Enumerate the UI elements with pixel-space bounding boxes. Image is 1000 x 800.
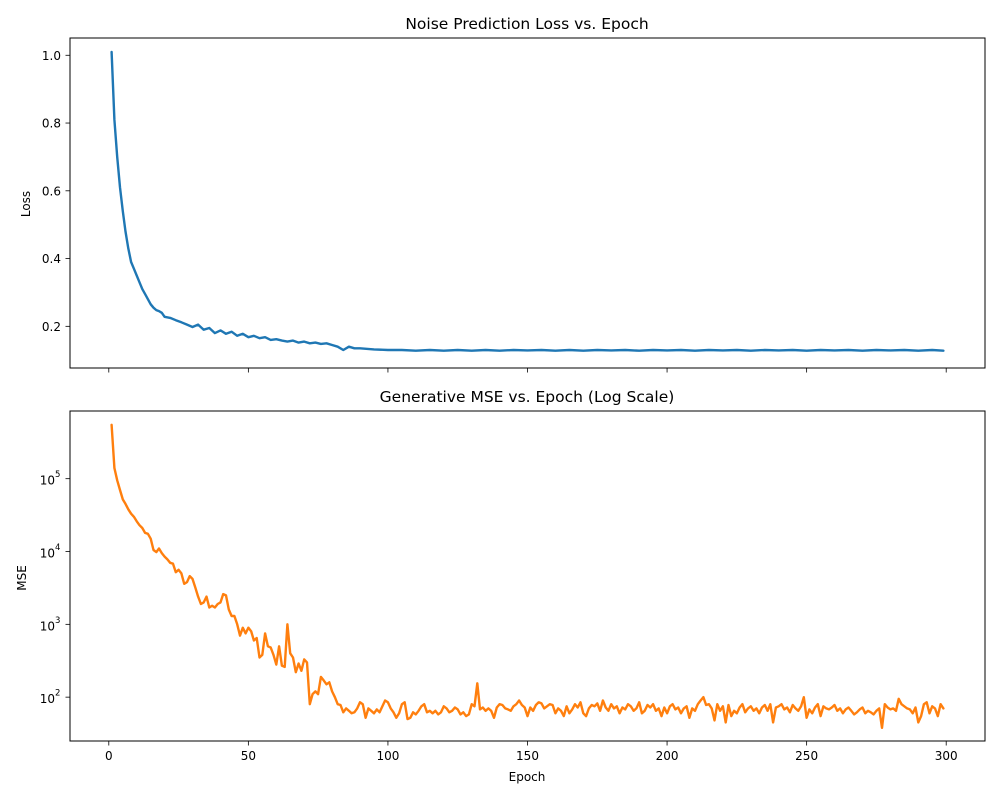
mse-y-tick-label: 10 [40, 619, 55, 633]
mse-x-tick-label: 200 [656, 749, 679, 763]
mse-x-tick-label: 0 [105, 749, 113, 763]
loss-plot: Noise Prediction Loss vs. Epoch Loss 0.2… [19, 15, 986, 373]
mse-plot-title: Generative MSE vs. Epoch (Log Scale) [380, 388, 675, 406]
mse-x-tick-label: 50 [241, 749, 256, 763]
loss-series [110, 50, 945, 352]
mse-y-axis-label: MSE [15, 565, 29, 591]
loss-y-tick-label: 0.6 [42, 184, 61, 198]
mse-y-tick-exponent: 2 [55, 689, 60, 699]
mse-x-tick-label: 250 [795, 749, 818, 763]
loss-plot-frame [69, 37, 986, 369]
loss-y-tick-label: 1.0 [42, 49, 61, 63]
mse-x-ticks: 0 50 100 150 200 250 300 [105, 741, 958, 763]
mse-x-axis-label: Epoch [509, 770, 546, 784]
loss-y-tick-label: 0.2 [42, 320, 61, 334]
mse-series-line [110, 423, 945, 729]
mse-x-tick-label: 100 [376, 749, 399, 763]
mse-plot: Generative MSE vs. Epoch (Log Scale) MSE… [15, 388, 986, 784]
loss-y-tick-label: 0.8 [42, 117, 61, 131]
mse-y-tick-label: 10 [40, 692, 55, 706]
loss-y-tick-label: 0.4 [42, 252, 61, 266]
loss-x-ticks [108, 368, 947, 373]
loss-y-axis-label: Loss [19, 191, 33, 217]
loss-plot-title: Noise Prediction Loss vs. Epoch [405, 15, 648, 33]
loss-series-line [110, 50, 945, 352]
mse-x-tick-label: 300 [935, 749, 958, 763]
mse-y-tick-exponent: 4 [55, 543, 60, 553]
mse-series [110, 423, 945, 729]
mse-plot-frame [69, 410, 986, 742]
mse-y-tick-exponent: 5 [55, 470, 60, 480]
mse-y-tick-exponent: 3 [55, 616, 60, 626]
mse-y-tick-label: 10 [40, 547, 55, 561]
loss-y-ticks: 0.2 0.4 0.6 0.8 1.0 [42, 49, 70, 334]
mse-x-tick-label: 150 [516, 749, 539, 763]
mse-y-tick-label: 10 [40, 474, 55, 488]
